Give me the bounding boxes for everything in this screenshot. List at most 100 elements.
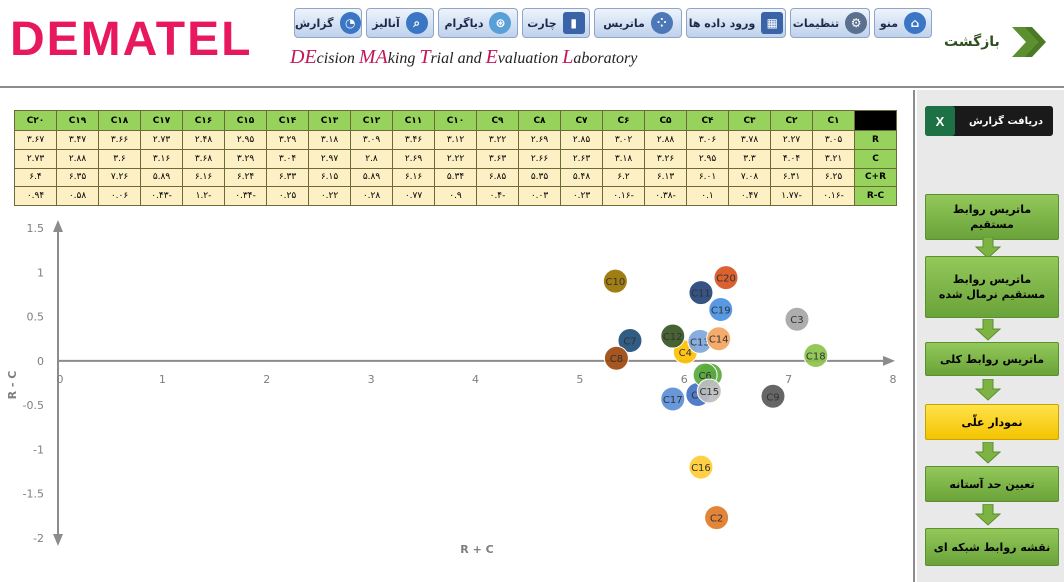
table-cell: ۳.۴۷ (56, 130, 99, 150)
table-cell: ۵.۸۹ (350, 167, 393, 188)
causal-diagram-chart: 1.5 1 0.5 0 -0.5 -1 -1.5 -2 0 1 2 3 4 5 6 7 8 R + C R - C C… (0, 220, 915, 582)
table-cell: ۶.۸۵ (476, 167, 519, 188)
table-cell: ۵.۸۹ (140, 167, 183, 188)
header: DEMATEL DEcision MAking Trial and Evalua… (0, 0, 1064, 88)
table-cell: ۲.۸۵ (560, 130, 603, 150)
app-subtitle: DEcision MAking Trial and Evaluation Lab… (290, 46, 637, 69)
scatter-point-c18[interactable]: C18 (803, 343, 829, 369)
table-cell: ۰.۰۳ (518, 186, 561, 206)
subtitle-initial: DE (290, 46, 317, 68)
y-axis-arrow (53, 220, 63, 232)
column-header: C۱۵ (224, 110, 267, 131)
table-cell: ۳.۰۴ (266, 148, 309, 169)
point-label: C6 (698, 371, 711, 382)
home-icon: ⌂ (904, 12, 927, 34)
scatter-point-c7[interactable]: C7 (617, 327, 643, 353)
table-cell: ۳.۲۹ (224, 148, 267, 169)
y-tick-label: 0 (37, 355, 44, 368)
step-total-matrix[interactable]: ماتریس روابط کلی (925, 342, 1059, 376)
x-tick-label: 1 (159, 373, 166, 386)
point-marker (603, 345, 629, 371)
table-cell: -۰.۱۶ (602, 186, 645, 206)
scatter-point-c8[interactable]: C8 (603, 345, 629, 371)
get-report-label: دریافت گزارش (968, 115, 1044, 127)
table-cell: ۲.۸۸ (56, 148, 99, 169)
point-label: C12 (663, 332, 683, 343)
table-cell: ۰.۷۷ (392, 186, 435, 206)
step-causal-diagram[interactable]: نمودار علّی (925, 404, 1059, 440)
scatter-point-c17[interactable]: C17 (660, 386, 686, 412)
table-row: R ۳.۰۵ ۲.۲۷ ۳.۷۸ ۳.۰۶ ۲.۸۸ ۳.۰۲ ۲.۸۵ ۲.۶۹ ۳.۲۲ ۳.۱… (14, 130, 897, 150)
toolbar-data-entry-button[interactable]: ورود داده ها ▦ (686, 8, 786, 38)
column-header: C۱۲ (350, 110, 393, 131)
column-header: C۲۰ (14, 110, 57, 131)
point-label: C14 (709, 335, 729, 346)
scatter-point-c15[interactable]: C15 (696, 378, 722, 404)
chart-pane: C۱ C۲ C۳ C۴ C۵ C۶ C۷ C۸ C۹ C۱۰ C۱۱ C۱۲ C۱۳ C۱۴ C۱۵ C۱۶ C… (0, 90, 915, 582)
table-cell: ۶.۴ (14, 167, 57, 188)
table-cell: ۳.۰۹ (350, 130, 393, 150)
step-normalized-matrix[interactable]: ماتریس روابط مستقیم نرمال شده (925, 256, 1059, 318)
column-header: C۳ (728, 110, 771, 131)
table-cell: ۳.۱۸ (308, 130, 351, 150)
down-arrow-icon (974, 236, 1002, 259)
subtitle-word: valuation (497, 50, 563, 67)
x-axis-title: R + C (460, 543, 493, 556)
table-cell: ۳.۰۶ (686, 130, 729, 150)
back-button[interactable]: بازگشت (944, 22, 1050, 62)
point-label: C15 (699, 387, 719, 398)
scatter-point-c12[interactable]: C12 (660, 323, 686, 349)
table-cell: ۵.۳۴ (434, 167, 477, 188)
scatter-point-c10[interactable]: C10 (602, 268, 628, 294)
point-marker (617, 327, 643, 353)
toolbar-menu-button[interactable]: منو ⌂ (874, 8, 932, 38)
scatter-point-c16[interactable]: C16 (688, 454, 714, 480)
point-label: C16 (691, 463, 711, 474)
scatter-point-c9[interactable]: C9 (760, 383, 786, 409)
scatter-point-c2[interactable]: C2 (704, 505, 730, 531)
back-label: بازگشت (944, 34, 1000, 50)
column-header: C۱۷ (140, 110, 183, 131)
toolbar-matrix-button[interactable]: ماتریس ⁘ (594, 8, 682, 38)
point-label: C3 (790, 315, 803, 326)
scatter-point-c20[interactable]: C20 (713, 265, 739, 291)
down-arrow-icon (974, 503, 1002, 526)
table-cell: ۰.۲۲ (308, 186, 351, 206)
point-label: C2 (710, 514, 723, 525)
point-marker (708, 296, 734, 322)
table-cell: ۰.۵۸ (56, 186, 99, 206)
point-label: C9 (766, 392, 779, 403)
table-cell: ۲.۴۸ (182, 130, 225, 150)
toolbar-analysis-button[interactable]: آنالیز ⌕ (366, 8, 434, 38)
y-tick-label: 1.5 (27, 222, 45, 235)
table-cell: ۲.۲۲ (434, 148, 477, 169)
table-cell: ۲.۶۶ (518, 148, 561, 169)
point-marker (760, 383, 786, 409)
x-tick-label: 2 (263, 373, 270, 386)
table-cell: ۲.۷۳ (14, 148, 57, 169)
toolbar-chart-button[interactable]: چارت ▮ (522, 8, 590, 38)
scatter-point-c19[interactable]: C19 (708, 296, 734, 322)
column-header: C۱ (812, 110, 855, 131)
toolbar-analysis-button-label: آنالیز (372, 16, 400, 30)
scatter-point-c11[interactable]: C11 (688, 280, 714, 306)
scatter-point-c3[interactable]: C3 (784, 306, 810, 332)
x-tick-label: 5 (576, 373, 583, 386)
toolbar-chart-button-label: چارت (527, 16, 557, 30)
toolbar-report-button[interactable]: گزارش ◔ (294, 8, 362, 38)
row-header: C (854, 148, 897, 169)
table-cell: ۲.۸ (350, 148, 393, 169)
scatter-point-c14[interactable]: C14 (706, 326, 732, 352)
table-cell: ۳.۰۵ (812, 130, 855, 150)
step-direct-matrix[interactable]: ماتریس روابط مستقیم (925, 194, 1059, 240)
table-cell: ۳.۶۶ (98, 130, 141, 150)
step-threshold[interactable]: تعیین حد آستانه (925, 466, 1059, 502)
get-report-button[interactable]: X دریافت گزارش (925, 106, 1053, 136)
y-axis-title: R - C (6, 371, 19, 400)
toolbar-diagram-button[interactable]: دیاگرام ⊛ (438, 8, 518, 38)
column-header: C۱۱ (392, 110, 435, 131)
toolbar-settings-button[interactable]: تنظیمات ⚙ (790, 8, 870, 38)
point-marker (696, 378, 722, 404)
step-network-map[interactable]: نقشه روابط شبکه ای (925, 528, 1059, 566)
table-row: C+R ۶.۲۵ ۶.۳۱ ۷.۰۸ ۶.۰۱ ۶.۱۳ ۶.۲ ۵.۴۸ ۵.۳۵ ۶.۸۵ ۵.… (14, 167, 897, 188)
